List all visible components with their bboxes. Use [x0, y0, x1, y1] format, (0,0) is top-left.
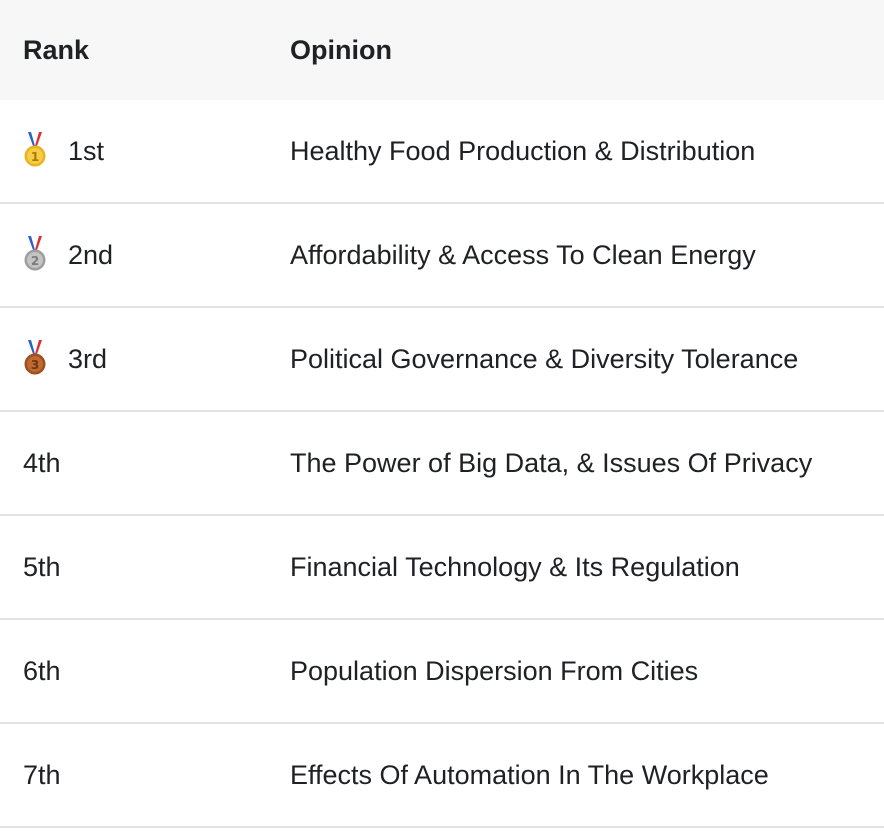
table-row: 1 1st Healthy Food Production & Distribu… — [0, 100, 884, 204]
opinion-cell: The Power of Big Data, & Issues Of Priva… — [290, 447, 813, 478]
svg-text:3: 3 — [31, 358, 39, 372]
opinion-cell: Effects Of Automation In The Workplace — [290, 759, 769, 790]
opinion-cell: Affordability & Access To Clean Energy — [290, 239, 756, 270]
svg-text:2: 2 — [31, 254, 39, 268]
rank-cell: 3 3rd — [0, 340, 290, 377]
rank-cell: 2 2nd — [0, 236, 290, 273]
opinion-cell: Population Dispersion From Cities — [290, 655, 699, 686]
table-header: Rank Opinion — [0, 0, 884, 100]
rank-label: 1st — [68, 135, 105, 166]
header-opinion: Opinion — [290, 34, 392, 65]
opinion-cell: Healthy Food Production & Distribution — [290, 135, 756, 166]
table-row: 4th The Power of Big Data, & Issues Of P… — [0, 412, 884, 516]
rank-cell: 5th — [23, 551, 61, 582]
opinion-cell: Financial Technology & Its Regulation — [290, 551, 740, 582]
opinion-cell: Political Governance & Diversity Toleran… — [290, 343, 799, 374]
rank-cell: 7th — [23, 759, 61, 790]
rank-label: 2nd — [68, 239, 114, 270]
rank-cell: 1 1st — [0, 132, 290, 169]
gold-medal-icon: 1 — [24, 132, 46, 167]
svg-text:1: 1 — [31, 150, 39, 164]
table-row: 3 3rd Political Governance & Diversity T… — [0, 308, 884, 412]
silver-medal-icon: 2 — [24, 236, 46, 271]
table-row: 6th Population Dispersion From Cities — [0, 620, 884, 724]
rank-cell: 6th — [23, 655, 61, 686]
rank-label: 3rd — [68, 343, 108, 374]
table-row: 5th Financial Technology & Its Regulatio… — [0, 516, 884, 620]
table-row: 2 2nd Affordability & Access To Clean En… — [0, 204, 884, 308]
header-rank: Rank — [23, 34, 90, 65]
rank-cell: 4th — [23, 447, 61, 478]
bronze-medal-icon: 3 — [24, 340, 46, 375]
table-row: 7th Effects Of Automation In The Workpla… — [0, 724, 884, 828]
